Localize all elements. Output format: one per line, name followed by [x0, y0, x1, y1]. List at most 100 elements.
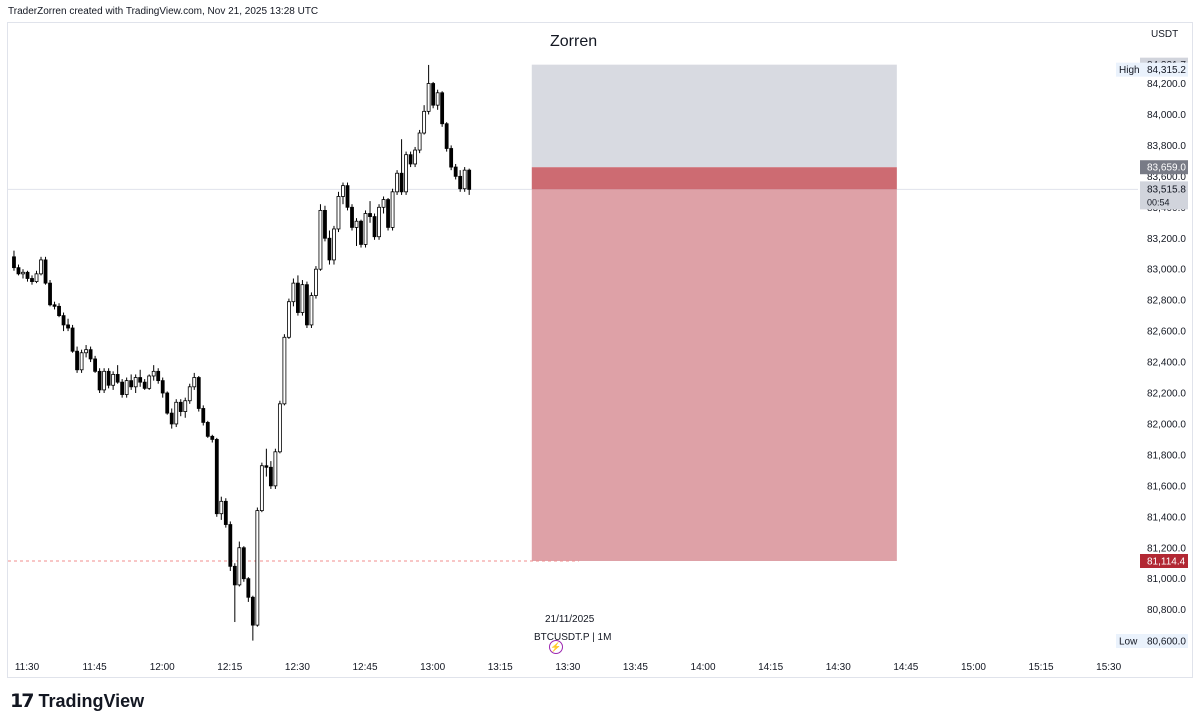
candle-body	[34, 273, 39, 282]
y-tick-label: 81,800.0	[1147, 450, 1186, 461]
candle-body	[287, 301, 291, 338]
candle-body	[151, 370, 156, 377]
x-tick-label: 14:00	[691, 662, 716, 673]
x-tick-label: 14:15	[758, 662, 783, 673]
candle-body	[426, 83, 431, 112]
candle-body	[124, 380, 129, 395]
candle-body	[178, 401, 183, 412]
y-tick-label: 84,000.0	[1147, 110, 1186, 121]
tradingview-logo[interactable]: 17 TradingView	[10, 690, 144, 712]
profit-target-zone	[531, 189, 897, 561]
low-label: Low	[1119, 637, 1138, 648]
entry-price-badge: 83,659.0	[1147, 163, 1186, 174]
candle-body	[219, 500, 224, 515]
brand-name: TradingView	[38, 690, 145, 711]
last-price-badge-bg	[1140, 181, 1188, 210]
candle-body	[422, 110, 427, 134]
high-label: High	[1119, 65, 1140, 76]
symbol-interval-label[interactable]: BTCUSDT.P | 1M	[534, 632, 612, 643]
y-tick-label: 80,800.0	[1147, 605, 1186, 616]
x-tick-label: 14:45	[893, 662, 918, 673]
candle-body	[413, 149, 418, 165]
x-tick-label: 14:30	[826, 662, 851, 673]
currency-label: USDT	[1151, 29, 1178, 40]
candle-body	[259, 465, 264, 512]
candle-body	[160, 380, 165, 394]
candle-body	[57, 305, 61, 317]
candle-body	[453, 166, 458, 177]
candle-body	[192, 377, 197, 388]
candle-body	[39, 259, 43, 275]
candle-body	[399, 172, 404, 193]
candle-body	[75, 350, 79, 371]
low-value: 80,600.0	[1147, 637, 1186, 648]
candle-body	[111, 374, 116, 386]
y-tick-label: 82,800.0	[1147, 296, 1186, 307]
candle-body	[408, 154, 413, 165]
candle-body	[147, 375, 152, 389]
candle-body	[327, 237, 332, 261]
entry-zone	[531, 167, 897, 190]
candle-body	[52, 304, 57, 307]
candle-body	[345, 185, 350, 208]
y-tick-label: 82,200.0	[1147, 389, 1186, 400]
candle-body	[386, 199, 390, 228]
candle-body	[43, 259, 48, 284]
candle-body	[133, 377, 138, 388]
candle-body	[66, 324, 70, 329]
x-tick-label: 11:45	[82, 662, 107, 673]
candle-body	[246, 578, 251, 598]
candle-body	[187, 386, 192, 402]
candle-body	[395, 172, 399, 193]
stop-loss-zone	[531, 64, 897, 168]
tradingview-mark-icon: 17	[10, 690, 34, 712]
candle-body	[417, 132, 422, 151]
candle-body	[241, 547, 246, 580]
candle-body	[305, 284, 309, 326]
y-tick-label: 81,400.0	[1147, 512, 1186, 523]
x-tick-label: 11:30	[15, 662, 40, 673]
candle-body	[138, 377, 143, 383]
target-price-badge: 81,114.4	[1147, 556, 1186, 567]
candle-body	[25, 271, 30, 279]
x-tick-label: 15:00	[961, 662, 986, 673]
candle-body	[97, 370, 102, 391]
x-tick-label: 12:00	[150, 662, 175, 673]
high-label-bg	[1116, 62, 1188, 77]
creator-credit: TraderZorren created with TradingView.co…	[8, 6, 319, 17]
candle-body	[169, 412, 174, 425]
candle-body	[336, 196, 341, 230]
chart-title: Zorren	[550, 33, 598, 50]
candle-body	[381, 199, 386, 208]
y-tick-label: 81,600.0	[1147, 481, 1186, 492]
candle-body	[120, 381, 125, 395]
candle-body	[277, 403, 282, 453]
candle-body	[84, 349, 88, 354]
candle-body	[296, 282, 300, 313]
candle-body	[156, 370, 161, 382]
candle-body	[363, 213, 368, 245]
entry-price-badge-bg	[1140, 160, 1188, 175]
candle-body	[264, 465, 269, 468]
candle-body	[48, 282, 52, 306]
candle-body	[462, 169, 467, 190]
candle-body	[314, 268, 318, 296]
lightning-icon[interactable]: ⚡	[549, 640, 563, 654]
candle-body	[129, 380, 134, 388]
x-tick-label: 13:15	[488, 662, 513, 673]
candle-body	[449, 148, 454, 168]
candle-body	[354, 220, 359, 228]
y-tick-label: 81,200.0	[1147, 543, 1186, 554]
target-price-badge-bg	[1140, 553, 1188, 568]
candle-body	[300, 284, 305, 313]
y-tick-label: 83,000.0	[1147, 265, 1186, 276]
candle-body	[444, 123, 449, 149]
candle-body	[368, 213, 372, 217]
y-tick-label: 81,000.0	[1147, 574, 1186, 585]
candle-body	[377, 206, 381, 238]
x-tick-label: 15:15	[1029, 662, 1054, 673]
x-tick-label: 13:00	[420, 662, 445, 673]
candle-body	[268, 466, 273, 487]
candle-body	[440, 92, 445, 125]
